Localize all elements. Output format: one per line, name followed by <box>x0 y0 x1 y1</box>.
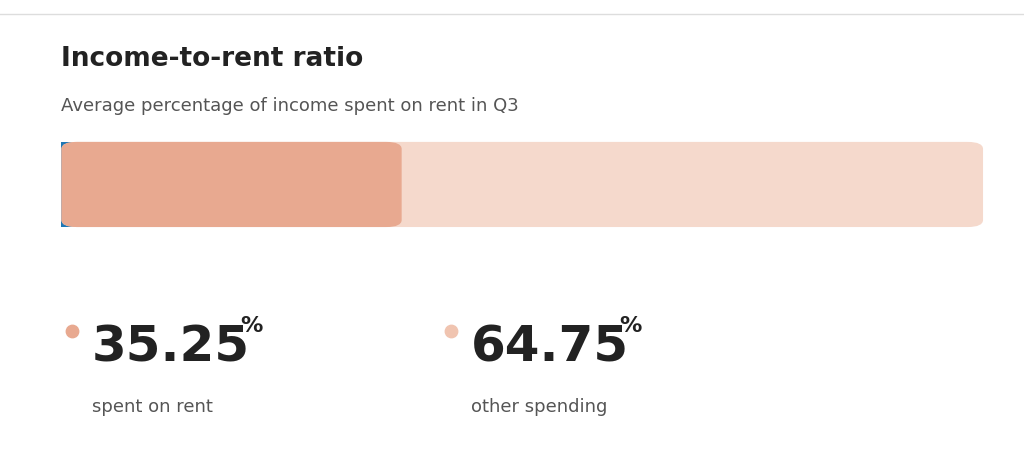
FancyBboxPatch shape <box>61 142 401 227</box>
Text: spent on rent: spent on rent <box>92 398 213 416</box>
Point <box>442 327 459 335</box>
Point <box>63 327 80 335</box>
Text: %: % <box>620 316 642 336</box>
Text: other spending: other spending <box>471 398 607 416</box>
FancyBboxPatch shape <box>61 142 983 227</box>
Text: Average percentage of income spent on rent in Q3: Average percentage of income spent on re… <box>61 97 519 115</box>
Text: %: % <box>241 316 263 336</box>
Text: 35.25: 35.25 <box>92 324 250 372</box>
Bar <box>61 142 386 227</box>
Text: 64.75: 64.75 <box>471 324 629 372</box>
Text: Income-to-rent ratio: Income-to-rent ratio <box>61 46 364 72</box>
